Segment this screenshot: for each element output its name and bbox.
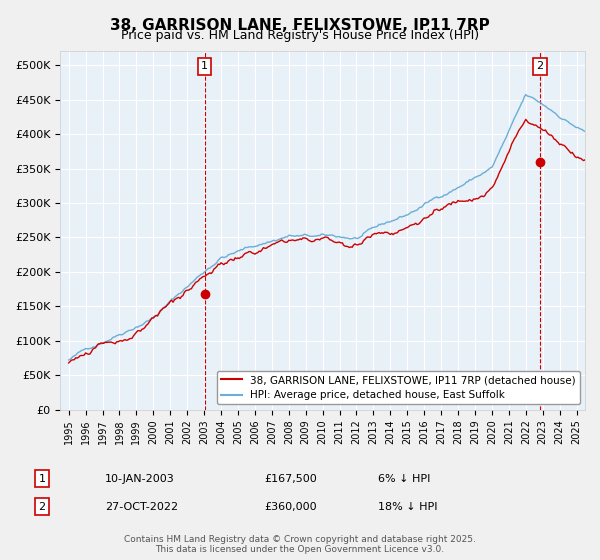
Text: Contains HM Land Registry data © Crown copyright and database right 2025.
This d: Contains HM Land Registry data © Crown c… xyxy=(124,535,476,554)
Text: 27-OCT-2022: 27-OCT-2022 xyxy=(105,502,178,512)
Text: 10-JAN-2003: 10-JAN-2003 xyxy=(105,474,175,484)
Text: £360,000: £360,000 xyxy=(264,502,317,512)
Text: Price paid vs. HM Land Registry's House Price Index (HPI): Price paid vs. HM Land Registry's House … xyxy=(121,29,479,42)
Text: 6% ↓ HPI: 6% ↓ HPI xyxy=(378,474,430,484)
Text: 18% ↓ HPI: 18% ↓ HPI xyxy=(378,502,437,512)
Text: 38, GARRISON LANE, FELIXSTOWE, IP11 7RP: 38, GARRISON LANE, FELIXSTOWE, IP11 7RP xyxy=(110,18,490,33)
Text: 1: 1 xyxy=(38,474,46,484)
Text: 2: 2 xyxy=(536,62,543,72)
Legend: 38, GARRISON LANE, FELIXSTOWE, IP11 7RP (detached house), HPI: Average price, de: 38, GARRISON LANE, FELIXSTOWE, IP11 7RP … xyxy=(217,371,580,404)
Text: 1: 1 xyxy=(201,62,208,72)
Text: £167,500: £167,500 xyxy=(264,474,317,484)
Text: 2: 2 xyxy=(38,502,46,512)
